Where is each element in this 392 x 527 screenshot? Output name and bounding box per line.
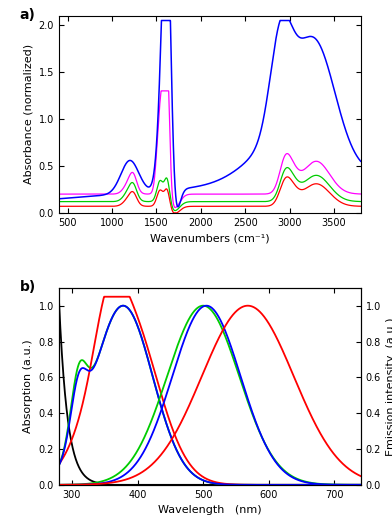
Y-axis label: Absorption (a.u.): Absorption (a.u.) bbox=[23, 339, 33, 433]
X-axis label: Wavenumbers (cm⁻¹): Wavenumbers (cm⁻¹) bbox=[150, 233, 270, 243]
Y-axis label: Absorbance (normalized): Absorbance (normalized) bbox=[23, 44, 33, 184]
X-axis label: Wavelength   (nm): Wavelength (nm) bbox=[158, 505, 261, 515]
Y-axis label: Emission intensity  (a.u.): Emission intensity (a.u.) bbox=[387, 317, 392, 455]
Text: a): a) bbox=[20, 8, 35, 22]
Text: b): b) bbox=[20, 280, 36, 294]
